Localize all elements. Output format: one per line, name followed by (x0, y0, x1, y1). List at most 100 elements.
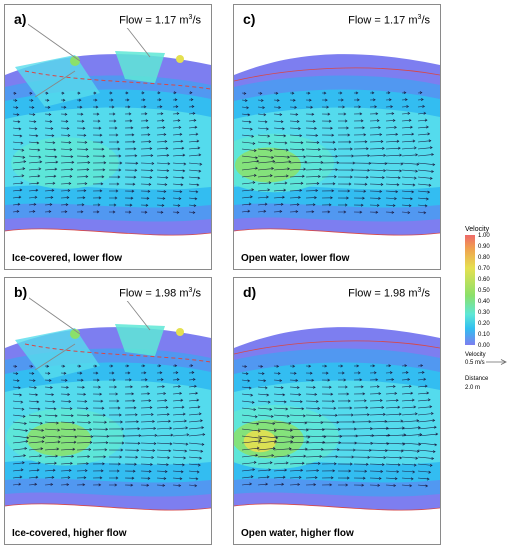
velocity-vector-head (390, 105, 394, 109)
bank-line (234, 67, 440, 82)
panel-label: c) (241, 11, 258, 27)
velocity-vector-head (193, 204, 197, 208)
velocity-vector-head (311, 112, 315, 116)
velocity-vector-head (269, 461, 273, 465)
velocity-vector (12, 106, 18, 108)
velocity-vector (401, 197, 413, 200)
velocity-vector-head (343, 378, 347, 382)
velocity-vector-head (350, 175, 353, 179)
velocity-vector-head (137, 441, 141, 445)
velocity-vector (273, 448, 292, 451)
velocity-vector-head (70, 155, 74, 159)
velocity-vector-head (73, 440, 77, 444)
velocity-vector-head (313, 483, 317, 487)
velocity-vector-head (51, 475, 55, 479)
velocity-vector-head (285, 407, 289, 411)
velocity-vector-head (335, 154, 339, 158)
velocity-vector (12, 379, 20, 382)
velocity-vector-head (177, 118, 181, 122)
velocity-vector-head (56, 421, 59, 425)
velocity-vector-head (181, 146, 185, 150)
velocity-vector-head (384, 162, 388, 166)
velocity-vector-head (133, 406, 137, 410)
velocity-vector (156, 434, 173, 437)
velocity-vector-head (407, 211, 411, 215)
velocity-vector-head (52, 400, 56, 404)
velocity-vector-head (195, 190, 199, 194)
velocity-vector (417, 183, 431, 186)
velocity-vector-head (194, 197, 198, 201)
velocity-vector-head (263, 209, 267, 213)
velocity-vector-head (22, 461, 25, 465)
velocity-vector-head (284, 181, 288, 185)
velocity-vector-head (312, 203, 316, 207)
velocity-vector (156, 154, 169, 157)
velocity-vector-head (429, 146, 433, 150)
velocity-vector (188, 197, 197, 200)
velocity-vector-head (66, 385, 69, 389)
velocity-vector-head (347, 133, 351, 137)
velocity-vector-head (307, 91, 311, 95)
velocity-vector-head (78, 98, 82, 102)
velocity-vector-head (419, 432, 423, 436)
velocity-vector-head (412, 398, 415, 402)
velocity-vector (76, 449, 91, 451)
velocity-vector-head (111, 371, 115, 375)
velocity-vector (140, 456, 154, 458)
velocity-vector (369, 421, 387, 423)
velocity-vector (385, 470, 399, 473)
velocity-vector-head (256, 422, 260, 426)
velocity-vector (12, 448, 27, 451)
velocity-vector-head (173, 91, 177, 95)
velocity-vector (385, 420, 403, 423)
velocity-vector-head (169, 442, 173, 446)
velocity-vector (369, 141, 383, 143)
velocity-vector-head (63, 105, 67, 109)
velocity-vector (385, 127, 397, 129)
velocity-vector-head (95, 371, 99, 375)
velocity-vector-head (346, 126, 349, 130)
velocity-vector-head (147, 133, 151, 137)
velocity-vector-head (245, 372, 249, 376)
velocity-vector-head (361, 483, 365, 487)
velocity-vector (241, 372, 249, 375)
velocity-vector (44, 462, 57, 465)
velocity-vector-head (400, 419, 404, 423)
velocity-vector-head (332, 469, 336, 473)
velocity-vector-head (415, 153, 419, 157)
velocity-vector-head (290, 440, 294, 444)
velocity-vector (385, 456, 402, 459)
velocity-vector (156, 393, 166, 395)
velocity-vector-head (152, 420, 155, 423)
velocity-vector-head (264, 386, 268, 390)
velocity-core (176, 328, 184, 336)
velocity-vector (401, 456, 418, 459)
velocity-vector-head (366, 175, 369, 179)
velocity-vector-head (375, 112, 379, 116)
velocity-vector (305, 169, 322, 171)
velocity-vector-head (276, 364, 280, 368)
velocity-vector-head (367, 168, 371, 172)
velocity-vector (417, 126, 429, 129)
velocity-vector (385, 434, 406, 437)
velocity-vector (305, 414, 322, 416)
velocity-vector (369, 434, 390, 437)
velocity-vector (188, 120, 196, 122)
velocity-vector (369, 442, 389, 445)
velocity-vector-head (427, 190, 431, 194)
velocity-vector-head (266, 195, 269, 199)
velocity-vector (28, 462, 41, 465)
velocity-vector (289, 161, 307, 164)
velocity-vector-head (98, 385, 101, 389)
velocity-vector (241, 469, 255, 472)
velocity-vector-head (182, 463, 185, 467)
velocity-vector (241, 99, 248, 101)
velocity-vector-head (394, 125, 397, 129)
velocity-vector (156, 413, 170, 416)
velocity-vector (12, 127, 21, 130)
velocity-vector-head (115, 476, 119, 480)
velocity-vector-head (104, 448, 108, 452)
velocity-vector (156, 190, 166, 192)
velocity-vector (60, 183, 71, 185)
velocity-vector-head (298, 393, 302, 397)
